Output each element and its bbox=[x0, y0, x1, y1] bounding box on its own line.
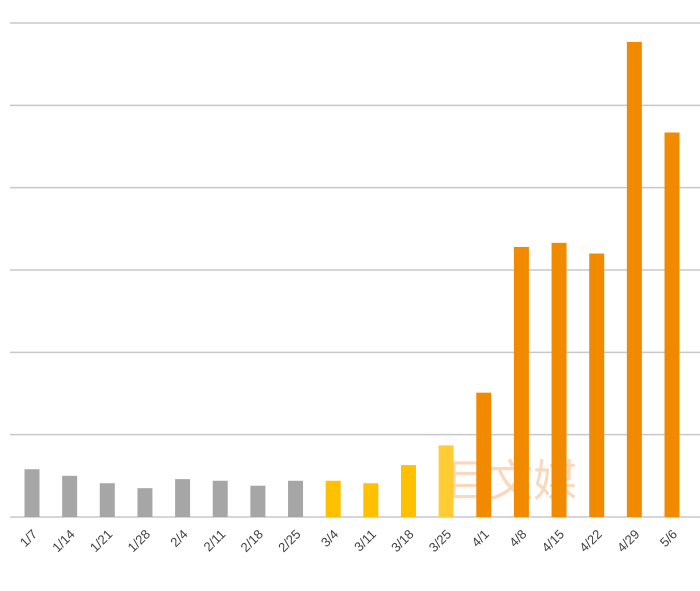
bar bbox=[363, 483, 379, 517]
x-tick-label: 3/4 bbox=[318, 527, 341, 550]
x-tick-label: 3/18 bbox=[388, 527, 417, 556]
bar bbox=[99, 483, 115, 517]
bar bbox=[325, 480, 341, 517]
x-tick-label: 4/1 bbox=[468, 527, 491, 550]
x-tick-label: 4/29 bbox=[614, 527, 643, 556]
x-tick-label: 2/18 bbox=[237, 527, 266, 556]
x-tick-label: 4/15 bbox=[539, 527, 568, 556]
bar bbox=[664, 132, 680, 517]
bar bbox=[137, 488, 153, 517]
x-tick-label: 1/21 bbox=[87, 527, 116, 556]
bar bbox=[476, 392, 492, 517]
x-tick-label: 4/8 bbox=[506, 527, 529, 550]
bar bbox=[250, 485, 266, 517]
x-tick-label: 1/28 bbox=[125, 527, 154, 556]
x-tick-label: 2/25 bbox=[275, 527, 304, 556]
x-tick-label: 5/6 bbox=[657, 527, 680, 550]
bar bbox=[513, 246, 529, 518]
x-tick-label: 2/4 bbox=[167, 527, 190, 550]
bar bbox=[24, 469, 40, 517]
bar bbox=[551, 242, 567, 517]
bar bbox=[589, 253, 605, 518]
x-tick-label: 4/22 bbox=[576, 527, 605, 556]
bar bbox=[212, 480, 228, 517]
x-tick-label: 1/7 bbox=[17, 527, 40, 550]
bar bbox=[626, 41, 642, 517]
bar bbox=[288, 480, 304, 517]
x-tick-label: 3/25 bbox=[426, 527, 455, 556]
x-tick-label: 2/11 bbox=[201, 527, 229, 555]
bar bbox=[175, 479, 191, 517]
bar bbox=[438, 445, 454, 517]
x-tick-label: 3/11 bbox=[351, 527, 379, 555]
bar bbox=[400, 465, 416, 517]
x-tick-label: 1/14 bbox=[49, 527, 78, 556]
bar bbox=[62, 475, 78, 517]
